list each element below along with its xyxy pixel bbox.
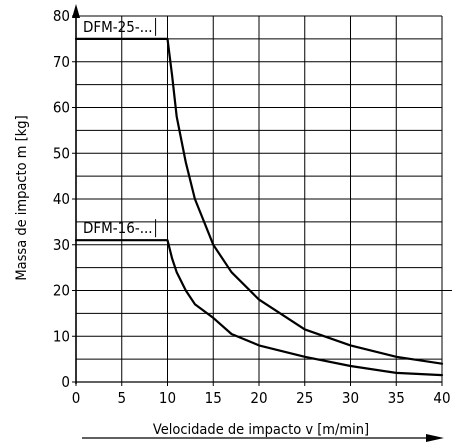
- series-label-1: DFM-25-...: [83, 18, 153, 36]
- y-tick-label: 70: [53, 53, 70, 71]
- x-axis-label: Velocidade de impacto v [m/min]: [153, 422, 369, 438]
- x-tick-label: 5: [117, 389, 126, 407]
- y-tick-label: 0: [61, 373, 70, 391]
- series-label-2: DFM-16-...: [83, 219, 153, 237]
- series: DFM-25-... DFM-16-...: [74, 17, 444, 377]
- y-tick-label: 30: [53, 236, 70, 254]
- series-line-1: [74, 37, 444, 365]
- y-axis-label: Massa de impacto m [kg]: [14, 115, 30, 280]
- x-tick-label: 35: [388, 389, 405, 407]
- tick-labels: 0 10 20 30 40 50 60 70 80 0 5 10 15 20 25 30 35 40: [53, 7, 451, 407]
- y-tick-label: 10: [53, 327, 70, 345]
- y-axis-arrow: [72, 4, 80, 18]
- x-tick-label: 0: [72, 389, 81, 407]
- x-tick-label: 25: [296, 389, 313, 407]
- x-tick-label: 20: [250, 389, 267, 407]
- y-tick-label: 80: [53, 7, 70, 25]
- x-tick-label: 15: [205, 389, 222, 407]
- x-axis-arrow: [426, 434, 444, 442]
- x-tick-label: 10: [159, 389, 176, 407]
- x-tick-label: 40: [433, 389, 450, 407]
- y-tick-label: 50: [53, 144, 70, 162]
- y-tick-label: 40: [53, 190, 70, 208]
- grid: [75, 15, 443, 383]
- y-tick-label: 20: [53, 282, 70, 300]
- series-line-2: [74, 239, 444, 377]
- y-tick-label: 60: [53, 99, 70, 117]
- x-tick-label: 30: [342, 389, 359, 407]
